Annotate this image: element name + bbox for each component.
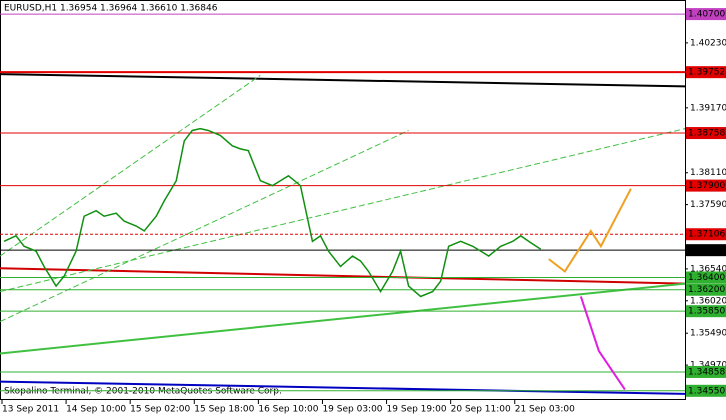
y-tick-label: 1.40230: [690, 38, 726, 48]
level-label: 1.38758: [688, 129, 725, 139]
projection-path: [548, 188, 632, 273]
x-tick-label: 21 Sep 03:00: [515, 405, 575, 415]
level-label: 1.36846: [688, 246, 725, 256]
footer: Skopalino Terminal, © 2001-2010 MetaQuot…: [4, 387, 282, 397]
level-box: [686, 127, 726, 140]
level-box: [686, 305, 726, 318]
x-tick-label: 19 Sep 19:00: [387, 405, 447, 415]
trendline: [0, 380, 686, 395]
trendline: [0, 128, 686, 293]
y-tick-label: 1.36540: [690, 264, 726, 274]
trendline: [0, 73, 686, 88]
plot-border: [0, 0, 686, 400]
projection-path: [579, 296, 626, 391]
y-tick-label: 1.35490: [690, 329, 726, 339]
y-tick-label: 1.39170: [690, 103, 726, 113]
y-tick-label: 1.37590: [690, 200, 726, 210]
level-label: 1.34858: [688, 367, 725, 377]
level-label: 1.39752: [688, 68, 725, 78]
price-line: [3, 127, 542, 298]
level-box: [686, 8, 726, 21]
level-box: [686, 179, 726, 192]
x-tick-label: 15 Sep 18:00: [194, 405, 254, 415]
level-label: 1.37900: [688, 181, 725, 191]
level-box: [686, 271, 726, 284]
trendline: [0, 74, 261, 257]
y-tick-label: 1.36020: [690, 296, 726, 306]
level-box: [686, 66, 726, 79]
trendline: [0, 282, 686, 355]
level-box: [686, 283, 726, 296]
x-tick-label: 13 Sep 2011: [2, 405, 59, 415]
x-tick-label: 14 Sep 10:00: [66, 405, 126, 415]
level-label: 1.36200: [688, 285, 725, 295]
trendline: [0, 267, 686, 285]
y-tick-label: 1.34970: [690, 361, 726, 371]
level-box: [686, 365, 726, 378]
level-label: 1.35850: [688, 307, 725, 317]
level-label: 1.37106: [688, 230, 725, 240]
x-tick-label: 16 Sep 10:00: [258, 405, 318, 415]
x-tick-label: 15 Sep 02:00: [130, 405, 190, 415]
level-box: [686, 228, 726, 241]
level-label: 1.36400: [688, 273, 725, 283]
x-tick-label: 20 Sep 11:00: [451, 405, 511, 415]
level-label: 1.40700: [688, 10, 725, 20]
level-box: [686, 384, 726, 397]
chart-title: EURUSD,H1 1.36954 1.36964 1.36610 1.3684…: [4, 4, 218, 14]
level-box: [686, 244, 726, 257]
x-tick-label: 19 Sep 03:00: [322, 405, 382, 415]
level-label: 1.34550: [688, 386, 725, 396]
y-tick-label: 1.38110: [690, 168, 726, 178]
